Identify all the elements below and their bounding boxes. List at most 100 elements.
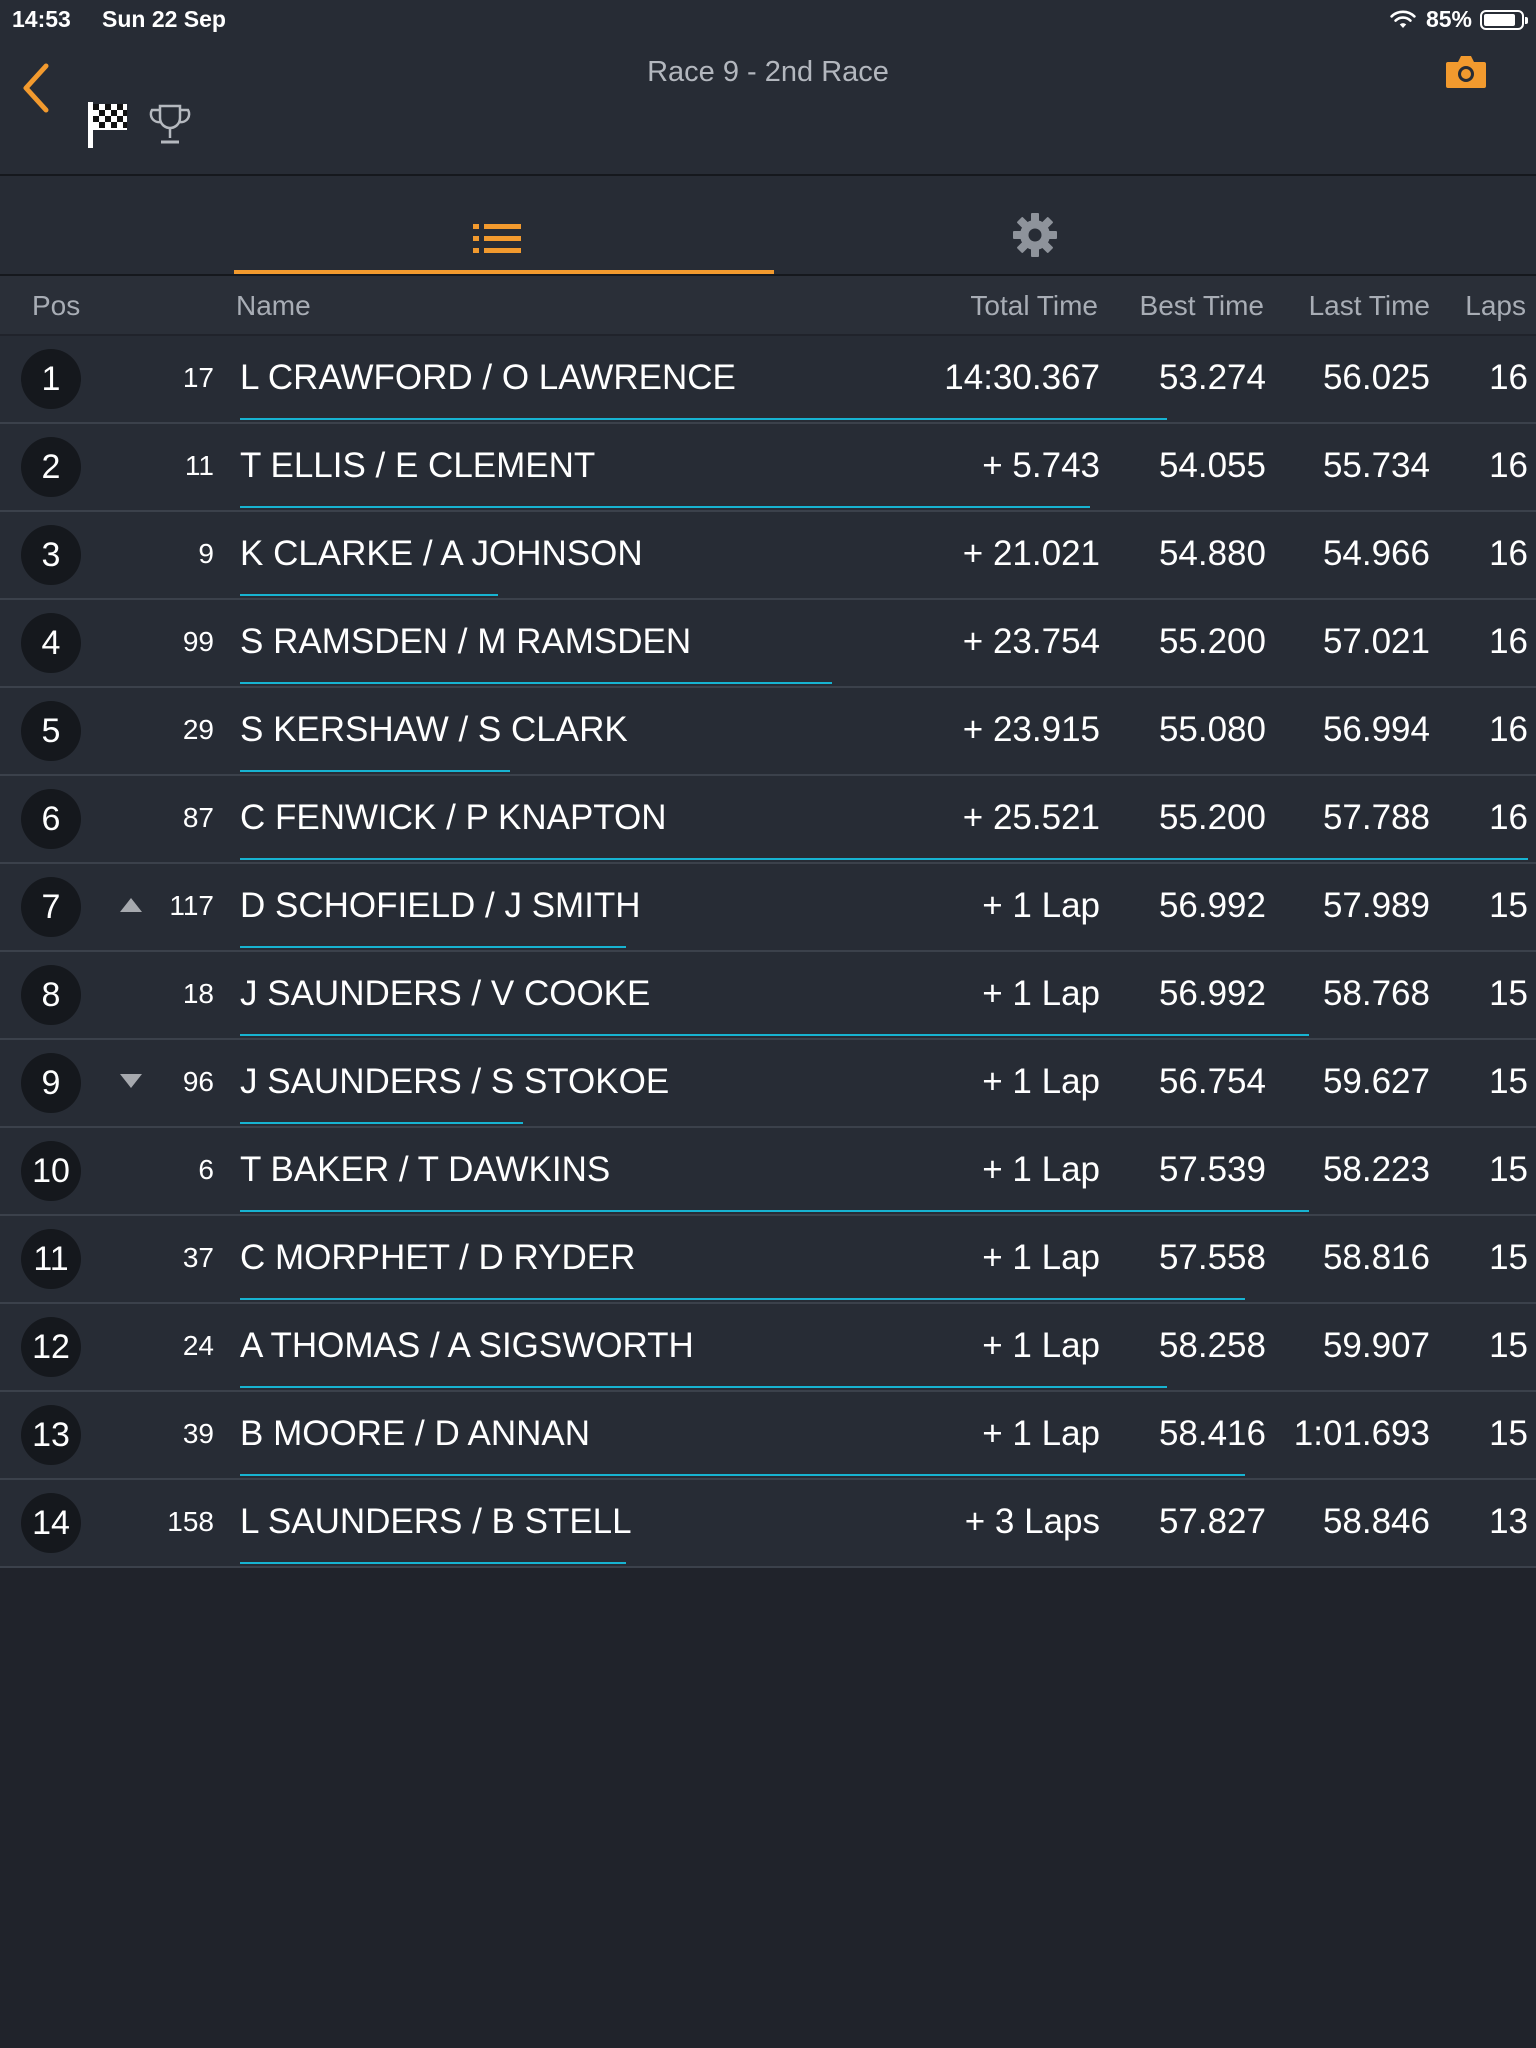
laps-count: 16 xyxy=(1489,622,1528,661)
laps-count: 13 xyxy=(1489,1502,1528,1541)
lap-progress-bar xyxy=(240,946,626,948)
result-row[interactable]: 4 99 S RAMSDEN / M RAMSDEN + 23.754 55.200 57… xyxy=(0,600,1536,688)
position-badge: 9 xyxy=(21,1053,81,1113)
kart-number: 29 xyxy=(182,714,214,745)
position-badge: 14 xyxy=(21,1493,81,1553)
kart-number: 9 xyxy=(198,538,214,569)
laps-count: 15 xyxy=(1489,1062,1528,1101)
tab-results-list[interactable] xyxy=(234,176,774,274)
result-row[interactable]: 12 24 A THOMAS / A SIGSWORTH + 1 Lap 58.258 5… xyxy=(0,1304,1536,1392)
total-time: + 25.521 xyxy=(962,798,1100,837)
lap-progress-bar xyxy=(240,1474,1245,1476)
camera-icon[interactable] xyxy=(1444,52,1488,92)
col-header-total-time[interactable]: Total Time xyxy=(970,290,1098,321)
position-badge: 6 xyxy=(21,789,81,849)
checkered-flag-icon[interactable] xyxy=(86,100,130,150)
laps-count: 16 xyxy=(1489,446,1528,485)
driver-name: L SAUNDERS / B STELL xyxy=(240,1502,632,1541)
col-header-last-time[interactable]: Last Time xyxy=(1308,290,1430,321)
status-bar: 14:53 Sun 22 Sep 85% xyxy=(0,0,1536,40)
best-time: 54.055 xyxy=(1158,446,1266,485)
trophy-icon[interactable] xyxy=(148,102,192,148)
laps-count: 16 xyxy=(1489,710,1528,749)
results-list: 1 17 L CRAWFORD / O LAWRENCE 14:30.367 53.27… xyxy=(0,336,1536,1568)
position-badge: 4 xyxy=(21,613,81,673)
col-header-laps[interactable]: Laps xyxy=(1465,290,1526,321)
total-time: + 1 Lap xyxy=(982,1062,1100,1101)
laps-count: 16 xyxy=(1489,358,1528,397)
col-header-best-time[interactable]: Best Time xyxy=(1139,290,1264,321)
back-button[interactable] xyxy=(16,58,60,118)
result-row[interactable]: 6 87 C FENWICK / P KNAPTON + 25.521 55.200 57… xyxy=(0,776,1536,864)
result-row[interactable]: 3 9 K CLARKE / A JOHNSON + 21.021 54.880 54.9… xyxy=(0,512,1536,600)
best-time: 55.200 xyxy=(1158,622,1266,661)
lap-progress-bar xyxy=(240,418,1167,420)
result-row[interactable]: 5 29 S KERSHAW / S CLARK + 23.915 55.080 56.9… xyxy=(0,688,1536,776)
last-time: 57.788 xyxy=(1322,798,1430,837)
best-time: 53.274 xyxy=(1158,358,1266,397)
result-row[interactable]: 1 17 L CRAWFORD / O LAWRENCE 14:30.367 53.27… xyxy=(0,336,1536,424)
last-time: 58.816 xyxy=(1322,1238,1430,1277)
last-time: 56.025 xyxy=(1322,358,1430,397)
total-time: + 1 Lap xyxy=(982,974,1100,1013)
driver-name: C FENWICK / P KNAPTON xyxy=(240,798,667,837)
laps-count: 15 xyxy=(1489,886,1528,925)
kart-number: 158 xyxy=(167,1506,214,1537)
driver-name: C MORPHET / D RYDER xyxy=(240,1238,636,1277)
tab-settings[interactable] xyxy=(790,176,1280,274)
status-time: 14:53 xyxy=(12,6,71,32)
laps-count: 15 xyxy=(1489,1238,1528,1277)
driver-name: B MOORE / D ANNAN xyxy=(240,1414,591,1453)
result-row[interactable]: 9 96 J SAUNDERS / S STOKOE + 1 Lap 56.754 59.… xyxy=(0,1040,1536,1128)
last-time: 59.627 xyxy=(1322,1062,1430,1101)
best-time: 56.992 xyxy=(1158,974,1266,1013)
tab-bar xyxy=(0,176,1536,276)
result-row[interactable]: 14 158 L SAUNDERS / B STELL + 3 Laps 57.827 5… xyxy=(0,1480,1536,1568)
best-time: 56.992 xyxy=(1158,886,1266,925)
driver-name: K CLARKE / A JOHNSON xyxy=(240,534,643,573)
position-badge: 1 xyxy=(21,349,81,409)
kart-number: 96 xyxy=(182,1066,214,1097)
last-time: 58.846 xyxy=(1322,1502,1430,1541)
total-time: + 1 Lap xyxy=(982,886,1100,925)
position-badge: 8 xyxy=(21,965,81,1025)
lap-progress-bar xyxy=(240,770,510,772)
lap-progress-bar xyxy=(240,1210,1309,1212)
back-chevron-icon xyxy=(23,63,49,113)
kart-number: 18 xyxy=(182,978,214,1009)
col-header-name[interactable]: Name xyxy=(236,290,311,321)
total-time: + 3 Laps xyxy=(964,1502,1100,1541)
last-time: 58.768 xyxy=(1322,974,1430,1013)
driver-name: T BAKER / T DAWKINS xyxy=(240,1150,611,1189)
best-time: 56.754 xyxy=(1158,1062,1266,1101)
kart-number: 11 xyxy=(184,450,214,481)
laps-count: 15 xyxy=(1489,1414,1528,1453)
lap-progress-bar xyxy=(240,1034,1309,1036)
laps-count: 16 xyxy=(1489,534,1528,573)
result-row[interactable]: 8 18 J SAUNDERS / V COOKE + 1 Lap 56.992 58.7… xyxy=(0,952,1536,1040)
col-header-pos[interactable]: Pos xyxy=(32,290,81,321)
last-time: 58.223 xyxy=(1322,1150,1430,1189)
column-header-row: Pos Name Total Time Best Time Last Time … xyxy=(0,276,1536,334)
result-row[interactable]: 11 37 C MORPHET / D RYDER + 1 Lap 57.558 58.8… xyxy=(0,1216,1536,1304)
result-row[interactable]: 10 6 T BAKER / T DAWKINS + 1 Lap 57.539 58.22… xyxy=(0,1128,1536,1216)
result-row[interactable]: 13 39 B MOORE / D ANNAN + 1 Lap 58.416 1:01.6… xyxy=(0,1392,1536,1480)
total-time: + 1 Lap xyxy=(982,1150,1100,1189)
position-badge: 13 xyxy=(21,1405,81,1465)
lap-progress-bar xyxy=(240,682,832,684)
last-time: 57.021 xyxy=(1322,622,1430,661)
last-time: 56.994 xyxy=(1322,710,1430,749)
kart-number: 39 xyxy=(182,1418,214,1449)
result-row[interactable]: 2 11 T ELLIS / E CLEMENT + 5.743 54.055 55.73… xyxy=(0,424,1536,512)
result-row[interactable]: 7 117 D SCHOFIELD / J SMITH + 1 Lap 56.992 57… xyxy=(0,864,1536,952)
lap-progress-bar xyxy=(240,1562,626,1564)
driver-name: S KERSHAW / S CLARK xyxy=(240,710,628,749)
status-indicators: 85% xyxy=(1390,6,1528,33)
position-badge: 7 xyxy=(21,877,81,937)
driver-name: L CRAWFORD / O LAWRENCE xyxy=(240,358,736,397)
status-date: Sun 22 Sep xyxy=(102,6,226,32)
driver-name: T ELLIS / E CLEMENT xyxy=(240,446,596,485)
best-time: 55.200 xyxy=(1158,798,1266,837)
total-time: + 23.754 xyxy=(962,622,1100,661)
position-badge: 12 xyxy=(21,1317,81,1377)
